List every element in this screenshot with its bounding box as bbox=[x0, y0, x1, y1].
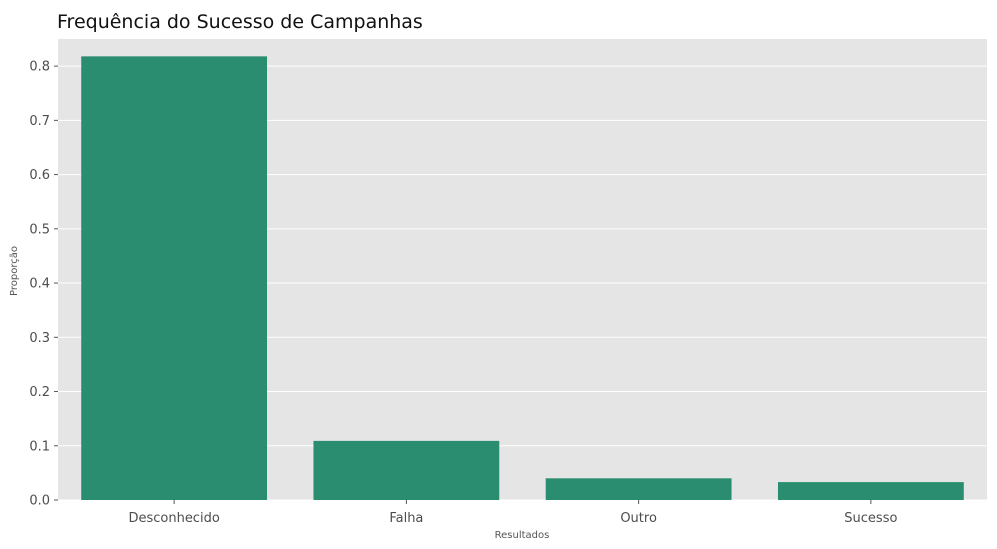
y-axis-label: Proporção bbox=[9, 246, 20, 296]
bar-desconhecido bbox=[81, 56, 268, 501]
chart-title: Frequência do Sucesso de Campanhas bbox=[57, 11, 423, 33]
x-tick-label: Sucesso bbox=[844, 511, 897, 526]
x-tick-label: Desconhecido bbox=[128, 511, 219, 526]
y-axis-ticks: 0.0 0.1 0.2 0.3 0.4 0.5 0.6 0.7 0.8 bbox=[29, 60, 58, 509]
x-axis-ticks: Desconhecido Falha Outro Sucesso bbox=[128, 500, 897, 526]
y-tick-label: 0.8 bbox=[29, 60, 50, 75]
bars bbox=[81, 56, 964, 501]
y-tick-label: 0.6 bbox=[29, 168, 50, 183]
y-tick-label: 0.7 bbox=[29, 114, 50, 129]
x-tick-label: Falha bbox=[389, 511, 423, 526]
bar-falha bbox=[313, 440, 500, 500]
y-tick-label: 0.3 bbox=[29, 331, 50, 346]
y-tick-label: 0.2 bbox=[29, 385, 50, 400]
bar-outro bbox=[545, 478, 732, 500]
x-axis-label: Resultados bbox=[495, 530, 550, 541]
y-tick-label: 0.0 bbox=[29, 494, 50, 509]
y-tick-label: 0.1 bbox=[29, 439, 50, 454]
x-tick-label: Outro bbox=[620, 511, 657, 526]
y-tick-label: 0.4 bbox=[29, 277, 50, 292]
bar-sucesso bbox=[777, 482, 964, 500]
y-tick-label: 0.5 bbox=[29, 222, 50, 237]
